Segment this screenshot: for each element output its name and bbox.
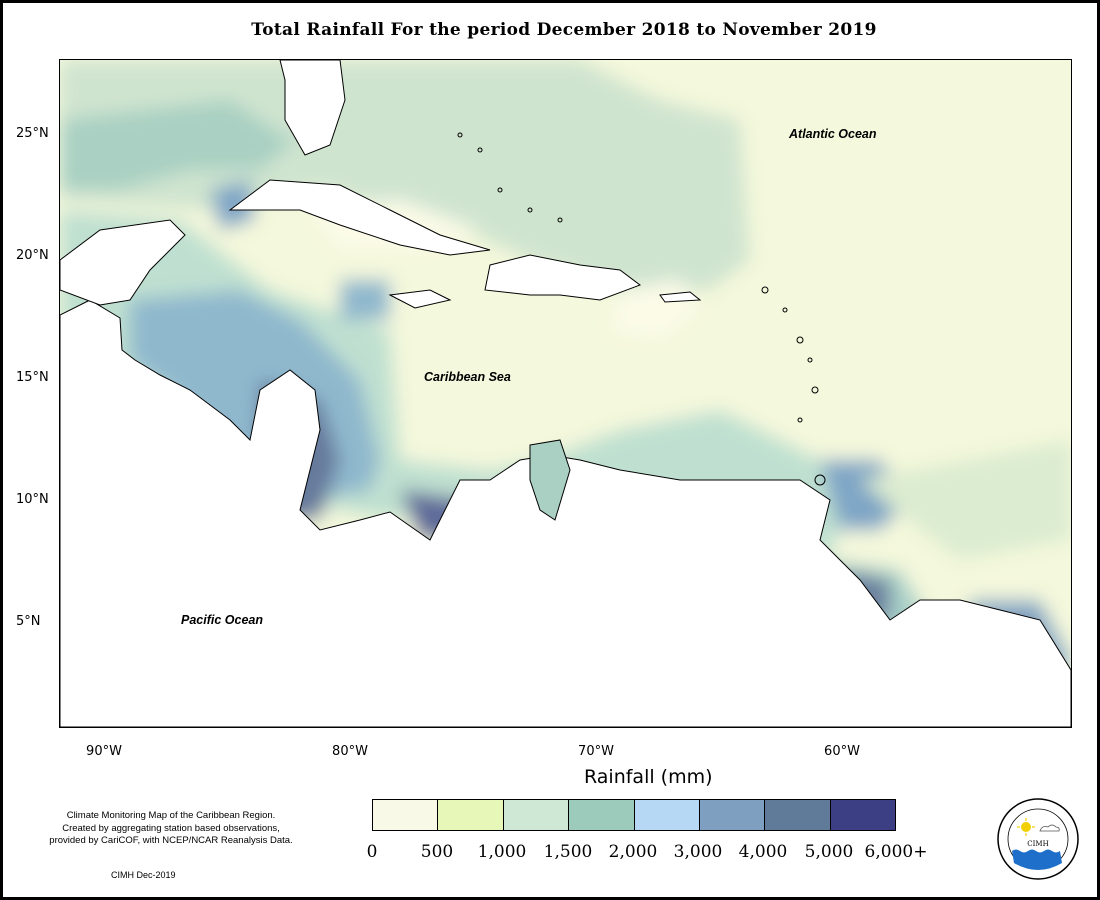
rainfall-map bbox=[59, 59, 1072, 728]
map-title: Total Rainfall For the period December 2… bbox=[251, 20, 877, 40]
legend-tick-5000: 5,000 bbox=[804, 842, 854, 862]
legend-swatch-6 bbox=[765, 800, 831, 830]
legend-tick-1500: 1,500 bbox=[543, 842, 593, 862]
description-line-3: provided by CariCOF, with NCEP/NCAR Rean… bbox=[49, 835, 293, 846]
pacific-ocean-label: Pacific Ocean bbox=[181, 613, 263, 627]
legend-swatch-2 bbox=[503, 800, 570, 830]
legend-tick-3000: 3,000 bbox=[673, 842, 723, 862]
lat-label-10n: 10°N bbox=[16, 492, 49, 507]
legend-swatch-5 bbox=[699, 800, 766, 830]
caribbean-sea-label: Caribbean Sea bbox=[424, 370, 511, 384]
sun-icon bbox=[1021, 822, 1031, 832]
lat-label-20n: 20°N bbox=[16, 248, 49, 263]
cloud-icon bbox=[1039, 824, 1060, 832]
legend-swatch-0 bbox=[373, 800, 439, 830]
legend-tick-0: 0 bbox=[366, 842, 378, 862]
legend-title: Rainfall (mm) bbox=[584, 766, 713, 788]
land-masses bbox=[60, 60, 1071, 727]
lat-label-15n: 15°N bbox=[16, 370, 49, 385]
lat-label-25n: 25°N bbox=[16, 126, 49, 141]
lon-label-80w: 80°W bbox=[332, 744, 368, 759]
legend-swatch-4 bbox=[634, 800, 700, 830]
legend-swatch-3 bbox=[569, 800, 635, 830]
map-canvas bbox=[60, 60, 1071, 727]
legend-tick-1000: 1,000 bbox=[477, 842, 527, 862]
credit-text: CIMH Dec-2019 bbox=[111, 870, 176, 880]
logo-text: CIMH bbox=[1027, 840, 1048, 848]
island-chain bbox=[457, 132, 826, 486]
lat-label-5n: 5°N bbox=[16, 614, 41, 629]
legend-colorbar bbox=[372, 799, 896, 831]
lon-label-60w: 60°W bbox=[824, 744, 860, 759]
legend-swatch-1 bbox=[438, 800, 504, 830]
legend-tick-2000: 2,000 bbox=[608, 842, 658, 862]
description-line-1: Climate Monitoring Map of the Caribbean … bbox=[66, 810, 276, 821]
wave-icon bbox=[1012, 849, 1062, 870]
cimh-logo: CIMH bbox=[997, 798, 1079, 880]
legend-tick-4000: 4,000 bbox=[738, 842, 788, 862]
lon-label-70w: 70°W bbox=[578, 744, 614, 759]
atlantic-ocean-label: Atlantic Ocean bbox=[789, 127, 877, 141]
legend-tick-6000-plus: 6,000+ bbox=[864, 842, 928, 862]
map-description: Climate Monitoring Map of the Caribbean … bbox=[26, 810, 316, 848]
legend-tick-500: 500 bbox=[420, 842, 454, 862]
legend-swatch-7 bbox=[830, 800, 895, 830]
description-line-2: Created by aggregating station based obs… bbox=[62, 822, 280, 834]
lon-label-90w: 90°W bbox=[86, 744, 122, 759]
